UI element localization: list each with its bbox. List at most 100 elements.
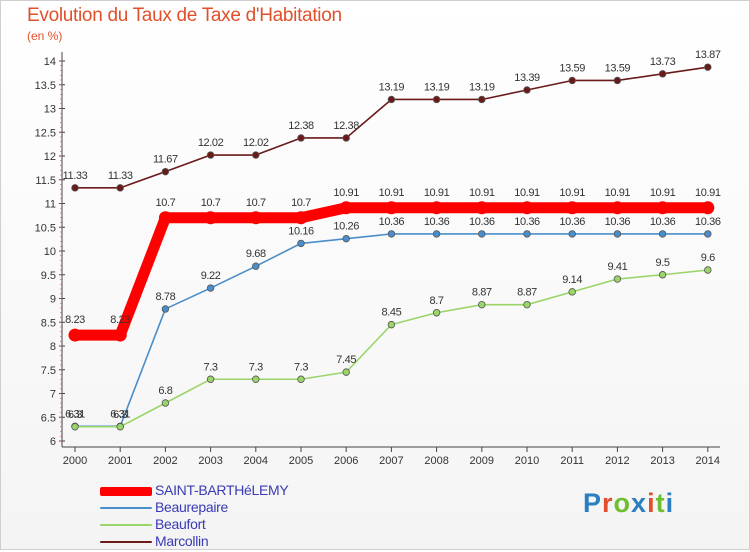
- data-point-3: [297, 134, 305, 142]
- data-label-1: 10.16: [288, 225, 314, 237]
- data-point-0: [68, 328, 82, 342]
- y-tick-label: 9: [50, 294, 56, 306]
- y-tick-label: 9.5: [41, 270, 56, 282]
- x-tick-label: 2008: [424, 455, 448, 467]
- data-label-2: 9.6: [701, 252, 715, 264]
- data-label-1: 10.36: [514, 216, 540, 228]
- data-point-1: [297, 239, 305, 248]
- y-tick-label: 10: [44, 246, 56, 258]
- data-point-2: [116, 423, 124, 431]
- data-label-0: 10.7: [291, 197, 311, 209]
- y-tick-label: 7.5: [41, 365, 56, 377]
- data-point-3: [387, 95, 396, 104]
- data-point-3: [704, 63, 712, 71]
- data-label-1: 10.36: [605, 216, 631, 228]
- data-point-3: [613, 76, 622, 85]
- data-point-2: [613, 275, 622, 283]
- data-point-3: [432, 95, 441, 104]
- data-label-1: 8.78: [155, 291, 175, 303]
- legend-swatch-saint-barthelemy: [100, 487, 152, 496]
- data-label-2: 8.7: [430, 295, 444, 307]
- data-point-3: [342, 134, 350, 142]
- data-label-1: 10.36: [559, 216, 585, 228]
- data-label-0: 8.23: [65, 314, 85, 326]
- legend-label-beaufort: Beaufort: [155, 516, 206, 532]
- data-point-0: [294, 211, 308, 225]
- y-tick-label: 12: [44, 151, 56, 163]
- y-tick-label: 8.5: [41, 317, 56, 329]
- x-tick-label: 2003: [198, 455, 222, 467]
- data-point-0: [701, 201, 715, 215]
- data-label-3: 11.33: [108, 170, 133, 182]
- data-label-1: 9.22: [201, 270, 221, 282]
- data-label-0: 10.7: [246, 197, 266, 209]
- logo-letter: r: [602, 488, 614, 518]
- data-point-0: [158, 211, 172, 225]
- data-label-0: 10.91: [469, 187, 495, 199]
- logo-letter: P: [583, 488, 603, 518]
- legend-label-beaurepaire: Beaurepaire: [155, 499, 228, 515]
- data-label-3: 12.38: [288, 120, 314, 132]
- data-label-3: 12.38: [333, 120, 359, 132]
- x-tick-label: 2002: [153, 455, 177, 467]
- y-tick-label: 14: [44, 56, 56, 68]
- data-label-1: 6.31: [65, 408, 85, 420]
- data-point-1: [658, 230, 667, 238]
- data-label-0: 8.23: [110, 314, 130, 326]
- y-tick-label: 10.5: [35, 222, 56, 234]
- data-point-3: [206, 151, 215, 159]
- data-label-1: 10.36: [469, 216, 495, 228]
- data-point-1: [478, 230, 486, 238]
- data-label-2: 6.3: [113, 409, 127, 421]
- data-label-1: 10.36: [695, 216, 721, 228]
- data-label-2: 6.3: [68, 409, 82, 421]
- data-label-3: 13.87: [695, 49, 721, 61]
- x-tick-label: 2005: [289, 455, 313, 467]
- data-point-2: [523, 300, 531, 309]
- data-point-3: [71, 184, 79, 192]
- data-label-0: 10.91: [514, 187, 540, 199]
- data-point-1: [523, 230, 531, 238]
- data-label-2: 9.14: [562, 274, 582, 286]
- x-tick-label: 2010: [515, 455, 539, 467]
- data-label-2: 8.87: [517, 287, 537, 299]
- data-label-2: 6.8: [158, 385, 172, 397]
- data-point-0: [430, 201, 444, 215]
- data-point-3: [478, 95, 486, 104]
- data-point-3: [523, 86, 531, 94]
- data-point-2: [206, 375, 215, 383]
- x-tick-label: 2011: [560, 455, 584, 467]
- data-label-3: 13.59: [559, 62, 585, 74]
- data-label-1: 10.36: [424, 216, 450, 228]
- y-tick-label: 6.5: [41, 412, 56, 424]
- y-tick-label: 13.5: [35, 80, 56, 92]
- data-label-3: 13.39: [514, 72, 540, 84]
- data-point-3: [568, 76, 576, 85]
- data-label-0: 10.91: [650, 187, 676, 199]
- data-label-1: 10.36: [650, 216, 676, 228]
- data-point-0: [249, 211, 263, 225]
- data-point-2: [161, 399, 170, 407]
- data-point-1: [613, 230, 622, 238]
- data-label-2: 7.3: [294, 361, 308, 373]
- data-point-2: [387, 320, 396, 329]
- y-tick-label: 11: [45, 199, 56, 211]
- data-label-2: 7.3: [204, 361, 218, 373]
- data-label-0: 10.7: [201, 197, 221, 209]
- x-tick-label: 2001: [108, 455, 132, 467]
- y-tick-label: 12.5: [35, 127, 56, 139]
- data-label-3: 12.02: [243, 137, 269, 149]
- chart-title: Evolution du Taux de Taxe d'Habitation: [27, 5, 342, 26]
- data-label-0: 10.91: [559, 187, 585, 199]
- logo-letter: i: [647, 488, 656, 518]
- data-label-1: 6.31: [110, 408, 130, 420]
- data-label-2: 9.41: [607, 261, 627, 273]
- data-label-2: 7.45: [336, 354, 356, 366]
- x-tick-label: 2000: [63, 455, 87, 467]
- data-point-1: [206, 284, 215, 292]
- data-point-3: [161, 167, 170, 176]
- proxiti-logo: Proxiti: [583, 488, 674, 519]
- y-tick-label: 6: [50, 436, 56, 448]
